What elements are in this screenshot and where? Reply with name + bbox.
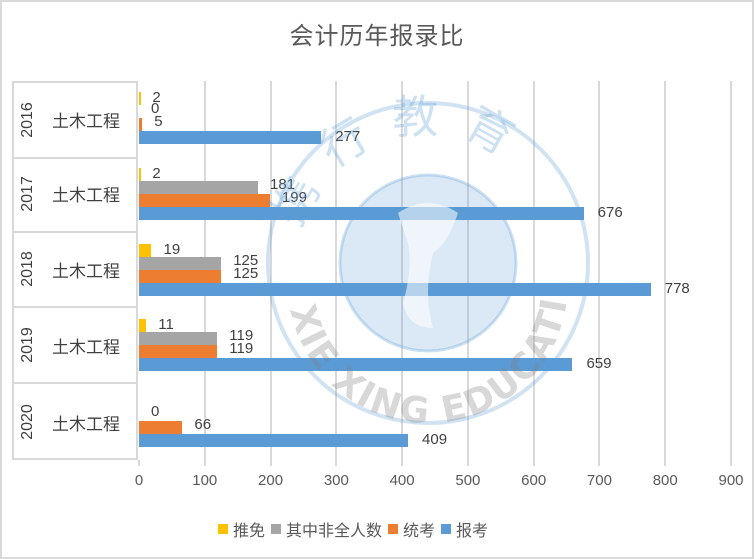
x-tick-label: 600 (521, 472, 547, 489)
major-label: 土木工程 (52, 186, 120, 206)
major-label: 土木工程 (52, 112, 120, 132)
bar (139, 256, 222, 270)
year-label: 2018 (19, 251, 36, 288)
legend-item: 其中非全人数 (271, 517, 382, 541)
legend-label: 其中非全人数 (286, 523, 383, 540)
x-tick-label: 200 (258, 472, 284, 489)
bar (139, 332, 218, 346)
category-row: 2019 土木工程 (14, 308, 138, 385)
bar (139, 118, 143, 131)
year-label: 2017 (19, 175, 36, 212)
data-label: 119 (229, 340, 254, 358)
category-row: 2018 土木工程 (14, 233, 138, 309)
category-row: 2017 土木工程 (14, 157, 138, 233)
legend-swatch (271, 524, 282, 534)
data-label: 66 (194, 416, 212, 434)
x-tick (203, 460, 206, 466)
bar (139, 167, 141, 181)
legend-label: 报考 (456, 523, 489, 540)
legend-item: 报考 (441, 517, 488, 541)
year-label: 2020 (19, 404, 36, 440)
x-tick-label: 300 (323, 472, 349, 489)
gridline (664, 81, 667, 460)
x-tick (598, 460, 601, 466)
data-label: 19 (163, 240, 181, 258)
x-tick (532, 460, 535, 466)
bar (139, 421, 183, 435)
bar (139, 319, 147, 333)
chart-title: 会计历年报录比 (289, 23, 465, 50)
legend-swatch (441, 524, 452, 534)
bar (139, 131, 322, 144)
legend-item: 统考 (388, 517, 435, 541)
legend-swatch (218, 524, 228, 534)
gridline (466, 81, 469, 460)
gridline (401, 81, 404, 460)
major-label: 土木工程 (52, 337, 120, 357)
data-label: 409 (422, 431, 448, 449)
x-tick (466, 460, 469, 466)
plot-area: 2 0 5 277 2 181 199 676 19 125 125 778 11 119 119 659 0 6… (138, 81, 732, 466)
year-label: 2016 (19, 102, 36, 138)
category-row: 2020 土木工程 (14, 384, 138, 460)
bar (139, 193, 270, 207)
legend-label: 推免 (233, 523, 266, 540)
x-tick-label: 0 (134, 472, 144, 489)
bar (139, 282, 651, 296)
bar (139, 180, 259, 194)
x-tick-label: 500 (455, 472, 481, 489)
category-row: 2016 土木工程 (14, 83, 138, 159)
bar (139, 345, 218, 359)
bar (139, 358, 573, 372)
data-label: 0 (151, 100, 160, 117)
bar (139, 206, 584, 220)
data-label: 125 (233, 251, 259, 269)
bar (139, 92, 141, 105)
gridline (335, 81, 338, 460)
x-tick (269, 460, 272, 466)
x-tick-label: 100 (192, 472, 218, 489)
x-tick-label: 900 (718, 472, 744, 489)
major-label: 土木工程 (52, 261, 120, 281)
data-label: 659 (586, 355, 612, 373)
data-label: 676 (597, 203, 623, 221)
data-label: 119 (229, 327, 254, 345)
gridline (532, 81, 535, 460)
data-label: 11 (158, 316, 174, 334)
bar (139, 434, 409, 448)
gridline (269, 81, 272, 460)
data-label: 125 (233, 264, 259, 282)
x-tick (138, 460, 140, 466)
x-tick-label: 800 (652, 472, 678, 489)
gridline (730, 81, 732, 460)
gridline (598, 81, 601, 460)
x-tick (335, 460, 338, 466)
bar (139, 243, 152, 257)
legend-label: 统考 (403, 523, 436, 540)
major-label: 土木工程 (52, 414, 120, 434)
year-label: 2019 (19, 327, 36, 364)
data-label: 0 (151, 403, 160, 421)
x-tick (664, 460, 667, 466)
data-label: 199 (281, 188, 307, 206)
x-tick (401, 460, 404, 466)
legend-swatch (388, 524, 399, 534)
x-tick (730, 460, 732, 466)
category-axis: 2016 土木工程 2017 土木工程 2018 土木工程 2019 土木工程 2020 土木工程 (12, 81, 138, 460)
data-label: 277 (335, 128, 361, 145)
bar (139, 269, 222, 283)
data-label: 778 (664, 279, 690, 297)
data-label: 2 (152, 164, 161, 182)
legend: 推免 其中非全人数 统考 报考 (218, 517, 494, 541)
x-tick-label: 700 (586, 472, 612, 489)
data-label: 2 (152, 89, 161, 106)
data-label: 181 (270, 175, 296, 193)
data-label: 5 (154, 113, 163, 130)
legend-item: 推免 (218, 517, 265, 541)
x-tick-label: 400 (389, 472, 415, 489)
